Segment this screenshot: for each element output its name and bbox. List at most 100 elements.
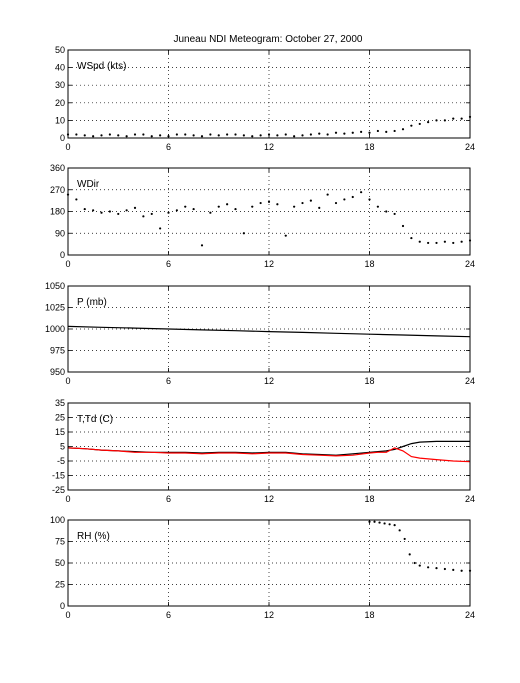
panel-wspd-kts-series-0-point xyxy=(209,133,212,136)
panel-rh-series-0-point xyxy=(393,524,396,527)
panel-wspd-kts-series-0-point xyxy=(150,135,153,138)
panel-wspd-kts-series-0 xyxy=(66,115,472,138)
panel-wdir-y-tick-label: 180 xyxy=(50,207,65,217)
panel-wspd-kts-series-0-point xyxy=(351,131,354,134)
panel-wdir-series-0-point xyxy=(184,205,187,208)
panel-wspd-kts-x-tick-label: 18 xyxy=(364,142,374,152)
panel-wspd-kts-series-0-point xyxy=(393,129,396,133)
panel-p-mb-x-tick-label: 24 xyxy=(465,376,475,386)
panel-rh-series-0-point xyxy=(435,567,438,570)
panel-wspd-kts-series-0-point xyxy=(343,132,346,135)
panel-wdir-series-0-point xyxy=(343,198,346,201)
panel-rh-series-0-point xyxy=(368,520,371,523)
panel-wdir-series-0-point xyxy=(267,200,271,203)
panel-wspd-kts-series-0-point xyxy=(360,130,363,133)
panel-rh-y-tick-label: 0 xyxy=(60,601,65,611)
panel-rh-x-tick-label: 12 xyxy=(264,610,274,620)
panel-wdir-series-0-point xyxy=(351,195,354,199)
panel-wspd-kts-series-0-point xyxy=(284,133,287,136)
panel-wspd-kts-series-0-point xyxy=(226,133,229,136)
panel-wspd-kts-series-0-point xyxy=(251,135,254,138)
panel-wspd-kts-series-0-point xyxy=(92,135,95,138)
panel-wspd-kts-series-0-point xyxy=(234,133,237,136)
panel-wspd-kts-frame xyxy=(67,49,471,139)
panel-t-td-c-label: T,Td (C) xyxy=(77,414,113,425)
panel-wdir-series-0-point xyxy=(175,209,178,212)
panel-t-td-c: 0 6 12 18 24 -25 -15 -5 5 15 25 35 T,Td (C) xyxy=(52,398,475,504)
panel-wspd-kts-series-0-point xyxy=(460,117,463,120)
figure-title: Juneau NDI Meteogram: October 27, 2000 xyxy=(174,34,363,45)
panel-wspd-kts-series-0-point xyxy=(301,134,304,137)
panel-rh-x-tick-label: 6 xyxy=(166,610,171,620)
panel-p-mb-y-tick-label: 950 xyxy=(50,367,65,377)
panel-wspd-kts-series-0-point xyxy=(385,130,388,133)
panel-p-mb-y-tick-label: 975 xyxy=(50,346,65,356)
panel-p-mb-y-tick-label: 1025 xyxy=(45,303,65,313)
panel-wdir-series-0-point xyxy=(108,210,111,213)
panel-wdir-series-0-point xyxy=(401,224,405,228)
panel-wspd-kts-series-0-point xyxy=(200,135,204,138)
panel-wspd-kts-series-0-point xyxy=(242,134,245,137)
panel-wdir-series-0-point xyxy=(276,203,279,206)
panel-t-td-c-y-tick-label: 35 xyxy=(55,398,65,408)
panel-wspd-kts-series-0-point xyxy=(376,129,379,133)
panel-wdir-series-0-point xyxy=(83,207,86,211)
panel-wspd-kts-y-tick-label: 10 xyxy=(55,115,65,125)
panel-rh-y-tick-label: 50 xyxy=(55,558,65,568)
panel-wspd-kts-series-0-point xyxy=(259,134,262,137)
panel-t-td-c-frame xyxy=(67,402,471,491)
panel-rh-x-tick-label: 18 xyxy=(364,610,374,620)
panel-wdir-series-0-point xyxy=(427,241,430,245)
panel-wdir-series-0-point xyxy=(410,236,413,240)
panel-wdir-x-tick-label: 0 xyxy=(65,259,70,269)
panel-wspd-kts-series-0-point xyxy=(410,124,413,127)
panel-wdir-series-0 xyxy=(66,191,472,247)
panel-wspd-kts-series-0-point xyxy=(309,133,312,136)
panel-wdir-series-0-point xyxy=(460,240,463,243)
panel-rh-series-0-point xyxy=(398,529,401,532)
panel-t-td-c-y-tick-label: 5 xyxy=(60,442,65,452)
panel-wspd-kts-series-0-point xyxy=(142,133,145,136)
panel-wdir-series-0-point xyxy=(234,207,237,211)
panel-wspd-kts-series-0-point xyxy=(401,128,405,131)
panel-wdir-series-0-point xyxy=(200,244,204,247)
panel-rh-series-0-point xyxy=(452,568,455,571)
panel-rh-frame xyxy=(67,519,471,607)
panel-wdir-series-0-point xyxy=(133,206,137,209)
panel-wspd-kts-series-0-point xyxy=(293,135,296,138)
panel-rh: 0 6 12 18 24 0 25 50 75 100 RH (%) xyxy=(50,515,475,620)
panel-wspd-kts-series-0-point xyxy=(75,133,78,136)
panel-wspd-kts-series-0-point xyxy=(108,133,111,136)
panel-wdir-x-tick-label: 12 xyxy=(264,259,274,269)
panel-rh-x-tick-label: 0 xyxy=(65,610,70,620)
panel-p-mb-x-tick-label: 18 xyxy=(364,376,374,386)
panel-p-mb: 0 6 12 18 24 950 975 1000 1025 1050 P (mb) xyxy=(45,281,475,386)
panel-rh-label: RH (%) xyxy=(77,531,110,542)
panel-wdir-series-0-point xyxy=(167,211,170,214)
panel-t-td-c-y-tick-label: -25 xyxy=(52,485,65,495)
panel-wspd-kts-series-0-point xyxy=(117,134,120,137)
panel-wdir-series-0-point xyxy=(360,191,363,194)
panel-wspd-kts-series-0-point xyxy=(435,119,438,122)
panel-wdir-series-0-point xyxy=(217,205,220,208)
panel-rh-y-tick-label: 25 xyxy=(55,580,65,590)
panel-wdir-series-0-point xyxy=(385,210,388,213)
panel-rh-y-tick-label: 100 xyxy=(50,515,65,525)
panel-wspd-kts-series-0-point xyxy=(326,133,329,136)
panel-wdir-label: WDir xyxy=(77,179,100,190)
panel-p-mb-frame xyxy=(67,285,471,373)
panel-t-td-c-x-tick-label: 24 xyxy=(465,494,475,504)
panel-wspd-kts-series-0-point xyxy=(418,122,421,126)
panel-wspd-kts-series-0-point xyxy=(443,119,446,122)
panel-wspd-kts-y-tick-label: 50 xyxy=(55,45,65,55)
panel-wdir-series-0-point xyxy=(251,205,254,208)
panel-wdir-series-0-point xyxy=(435,241,438,245)
panel-wdir-series-0-point xyxy=(75,198,78,201)
panel-wdir-x-tick-label: 24 xyxy=(465,259,475,269)
panel-wdir-series-0-point xyxy=(150,212,153,216)
panel-wdir-series-0-point xyxy=(318,206,321,209)
panel-wdir-series-0-point xyxy=(125,209,128,212)
panel-wdir-series-0-point xyxy=(301,201,304,205)
panel-wspd-kts-y-tick-label: 20 xyxy=(55,98,65,108)
